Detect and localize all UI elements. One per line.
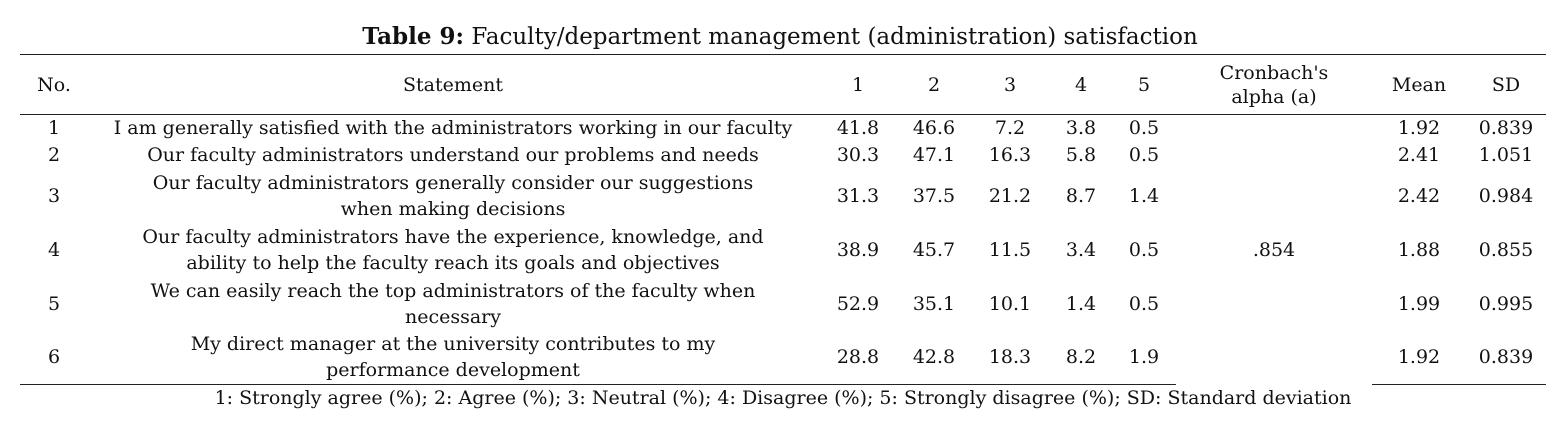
row-no: 4: [47, 238, 61, 261]
row-value-4: 3.4: [1065, 238, 1097, 261]
header-5: 5: [1112, 54, 1176, 115]
row-value-1: 30.3: [836, 144, 880, 166]
row-mean: 1.92: [1372, 330, 1466, 385]
row-no: 3: [47, 184, 61, 207]
table-row: 6 My direct manager at the university co…: [20, 330, 1546, 385]
row-mean: 1.92: [1397, 117, 1441, 140]
row-value-4: 5.8: [1065, 144, 1097, 166]
header-statement: Statement: [88, 54, 818, 115]
table-row: 1 I am generally satisfied with the admi…: [20, 115, 1546, 261]
table-row: 4 Our faculty administrators have the ex…: [20, 223, 1546, 277]
row-value-4: 8.7: [1065, 184, 1097, 207]
table-row: 5 We can easily reach the top administra…: [20, 277, 1546, 331]
row-statement: I am generally satisfied with the admini…: [113, 117, 793, 140]
row-value-5: 1.4: [1128, 184, 1160, 207]
table-caption-text: Faculty/department management (administr…: [471, 24, 1198, 50]
row-value-2: 45.7: [912, 238, 956, 261]
row-mean: 2.42: [1397, 184, 1441, 207]
row-no: 1: [47, 117, 61, 140]
row-value-4: 8.2: [1050, 330, 1112, 385]
row-mean: 1.88: [1397, 238, 1441, 261]
row-statement: We can easily reach the top administrato…: [150, 279, 756, 328]
header-3: 3: [970, 54, 1050, 115]
table-row: 2 Our faculty administrators understand …: [20, 142, 1546, 169]
header-2: 2: [898, 54, 970, 115]
header-4: 4: [1050, 54, 1112, 115]
row-value-2: 46.6: [912, 117, 956, 140]
row-value-5: 0.5: [1128, 292, 1160, 315]
row-value-3: 18.3: [970, 330, 1050, 385]
row-sd: 0.855: [1478, 238, 1534, 261]
row-no: 6: [20, 330, 88, 385]
row-mean: 1.99: [1397, 292, 1441, 315]
row-value-3: 16.3: [988, 144, 1032, 166]
row-value-2: 35.1: [912, 292, 956, 315]
header-no: No.: [20, 54, 88, 115]
table-caption: Table 9: Faculty/department management (…: [0, 22, 1560, 52]
row-no: 2: [47, 144, 61, 166]
row-value-3: 10.1: [988, 292, 1032, 315]
row-value-1: 28.8: [818, 330, 898, 385]
header-sd: SD: [1466, 54, 1546, 115]
row-sd: 0.839: [1478, 117, 1534, 140]
cronbach-alpha-value: .854: [1252, 238, 1296, 261]
row-mean: 2.41: [1397, 144, 1441, 166]
row-value-5: 0.5: [1128, 144, 1160, 166]
row-value-2: 47.1: [912, 144, 956, 166]
table-footnote: 1: Strongly agree (%); 2: Agree (%); 3: …: [214, 387, 1352, 409]
row-sd: 0.984: [1478, 184, 1534, 207]
header-mean: Mean: [1372, 54, 1466, 115]
row-statement: Our faculty administrators generally con…: [152, 171, 754, 220]
row-value-1: 41.8: [836, 117, 880, 140]
row-value-1: 31.3: [836, 184, 880, 207]
header-cronbach-alpha: Cronbach's alpha (a): [1176, 54, 1372, 115]
satisfaction-table: No. Statement 1 2 3 4 5 Cronbach's alpha…: [20, 54, 1546, 385]
row-value-3: 21.2: [988, 184, 1032, 207]
row-value-3: 7.2: [994, 117, 1026, 140]
row-value-5: 0.5: [1128, 238, 1160, 261]
row-sd: 0.995: [1478, 292, 1534, 315]
row-statement: Our faculty administrators understand ou…: [147, 144, 759, 166]
table-row: 3 Our faculty administrators generally c…: [20, 169, 1546, 223]
row-no: 5: [47, 292, 61, 315]
table-header-row: No. Statement 1 2 3 4 5 Cronbach's alpha…: [20, 54, 1546, 115]
row-value-5: 0.5: [1128, 117, 1160, 140]
header-1: 1: [818, 54, 898, 115]
row-value-3: 11.5: [988, 238, 1032, 261]
row-sd: 0.839: [1466, 330, 1546, 385]
row-value-1: 52.9: [836, 292, 880, 315]
row-sd: 1.051: [1478, 144, 1534, 166]
row-statement: My direct manager at the university cont…: [88, 330, 818, 385]
row-value-1: 38.9: [836, 238, 880, 261]
table-caption-label: Table 9:: [362, 23, 465, 50]
row-value-2: 42.8: [898, 330, 970, 385]
row-statement: Our faculty administrators have the expe…: [142, 225, 764, 274]
row-value-4: 1.4: [1065, 292, 1097, 315]
row-value-4: 3.8: [1065, 117, 1097, 140]
row-value-2: 37.5: [912, 184, 956, 207]
row-value-5: 1.9: [1112, 330, 1176, 385]
